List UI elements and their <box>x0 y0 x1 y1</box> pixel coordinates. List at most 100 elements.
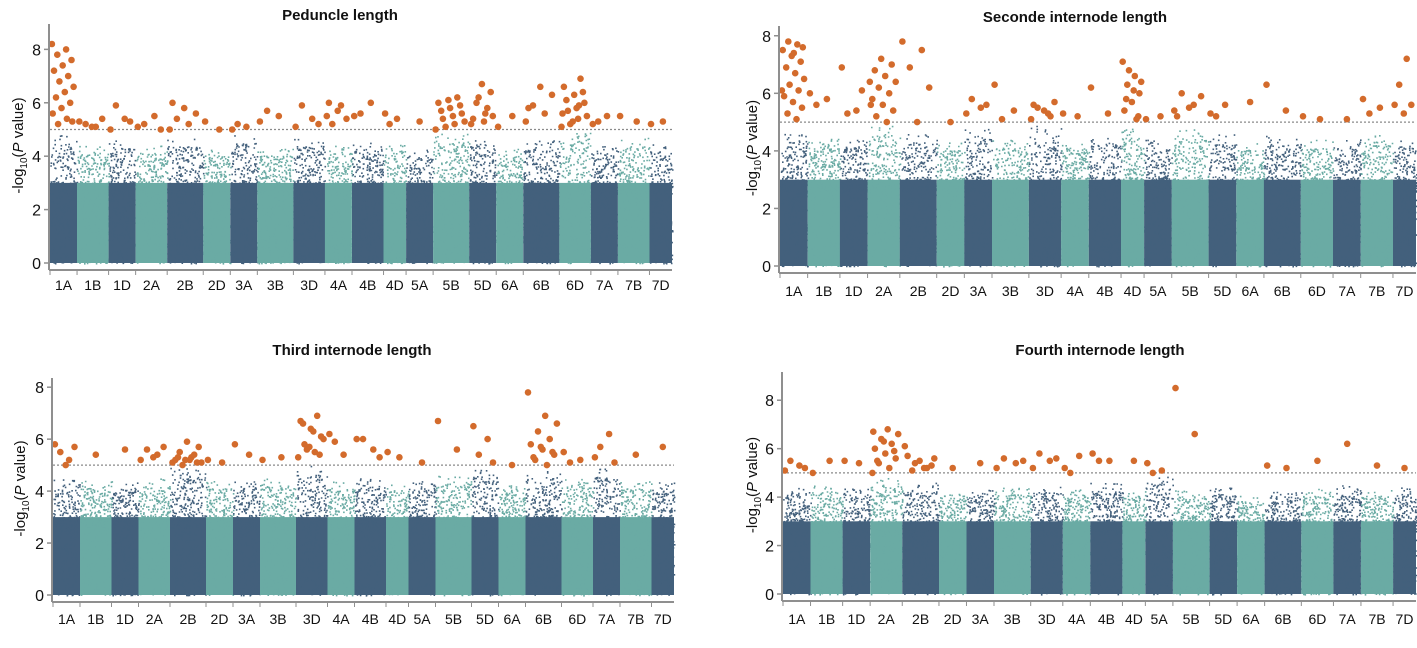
significant-snp-2A <box>881 72 889 80</box>
panel-third-internode: Third internode length 0 2 4 6 8 1A 1B 1D 2A 2B 2D 3… <box>0 330 700 643</box>
significant-snp-2B <box>899 38 906 45</box>
x-tick-label: 5B <box>1183 611 1200 627</box>
y-tick-label: 4 <box>32 149 41 166</box>
significant-snp-3B <box>275 112 283 120</box>
x-tick-label: 2A <box>146 611 164 627</box>
significant-snp-7B <box>1359 95 1367 103</box>
x-tick-label: 2B <box>910 283 927 299</box>
significant-snp-4A <box>337 102 345 109</box>
significant-snp-5D <box>1207 110 1214 117</box>
significant-snp-5A <box>1142 115 1150 123</box>
x-tick-label: 1D <box>847 611 865 627</box>
x-tick-label: 5D <box>1214 611 1232 627</box>
chromosome-snps-1A <box>53 479 82 597</box>
chromosome-snps-2A <box>870 478 904 596</box>
significant-snp-5B <box>453 446 461 453</box>
significant-snp-1A <box>789 98 797 106</box>
chromosome-snps-1D <box>111 482 141 597</box>
significant-snp-4D <box>396 454 403 461</box>
significant-snp-2A <box>870 428 877 435</box>
significant-snp-1A <box>787 457 794 465</box>
significant-snp-1D <box>858 87 866 94</box>
significant-snp-1B <box>813 101 820 109</box>
significant-snp-5A <box>1149 469 1157 477</box>
chromosome-snps-4B <box>1090 482 1124 596</box>
significant-snp-1A <box>800 75 808 83</box>
significant-snp-1A <box>68 56 75 64</box>
x-tick-label: 6B <box>533 277 550 293</box>
significant-snp-3B <box>259 456 266 464</box>
significant-snp-1D <box>112 102 120 109</box>
chromosome-snps-4D <box>1122 491 1147 596</box>
y-tick-label: 0 <box>35 588 44 605</box>
significant-snp-2A <box>894 430 902 438</box>
significant-snp-2A <box>871 445 879 452</box>
significant-snp-1A <box>66 99 74 107</box>
manhattan-chart-peduncle: Peduncle length 0 2 4 6 8 1A 1B 1D 2A 2B 2D 3A 3B 3D 4A… <box>10 7 674 293</box>
significant-snp-1A <box>50 67 58 74</box>
chromosome-snps-2A <box>138 478 172 596</box>
x-tick-label: 6A <box>501 277 519 293</box>
significant-snp-6B <box>530 454 537 461</box>
significant-snp-4D <box>1135 113 1142 120</box>
x-tick-label: 3A <box>238 611 256 627</box>
significant-snp-3B <box>991 81 998 88</box>
x-tick-label: 2B <box>179 611 196 627</box>
significant-snp-7A <box>1343 115 1351 123</box>
significant-snp-7A <box>594 118 602 125</box>
significant-snp-1A <box>58 104 65 112</box>
significant-snp-3B <box>263 107 271 115</box>
significant-snp-6B <box>546 435 553 443</box>
y-tick-label: 8 <box>32 42 41 59</box>
significant-snp-2B <box>173 115 181 123</box>
significant-snp-3B <box>1012 459 1020 467</box>
significant-snp-5D <box>480 118 488 125</box>
significant-snp-5B <box>437 107 445 115</box>
x-tick-label: 7B <box>625 277 642 293</box>
chromosome-snps-4B <box>354 478 388 597</box>
chromosome-snps-1D <box>840 139 869 268</box>
chromosome-block-7D <box>1393 179 1416 266</box>
x-tick-label: 7D <box>1396 283 1414 299</box>
chromosome-snps-3A <box>233 481 262 597</box>
chromosome-snps-6A <box>1237 495 1267 596</box>
significant-snp-4A <box>331 438 339 445</box>
significant-snp-2B <box>923 464 931 472</box>
significant-snp-4D <box>1130 457 1138 465</box>
significant-snp-5B <box>434 417 442 425</box>
x-tick-label: 2A <box>875 283 893 299</box>
significant-snp-1A <box>52 94 60 101</box>
significant-snp-5D <box>1212 113 1220 120</box>
x-tick-label: 7A <box>1339 611 1357 627</box>
chromosome-snps-1B <box>80 480 114 596</box>
significant-snp-5D <box>1221 101 1229 109</box>
significant-snp-1A <box>780 92 788 100</box>
significant-snp-5D <box>484 104 491 112</box>
significant-snp-7D <box>659 443 667 451</box>
x-tick-label: 7B <box>627 611 644 627</box>
significant-snp-1A <box>51 441 59 448</box>
x-tick-label: 5D <box>1213 283 1231 299</box>
significant-snp-5A <box>1144 459 1151 467</box>
significant-snp-5B <box>435 99 442 107</box>
significant-snp-6B <box>537 443 545 451</box>
significant-snp-2B <box>911 459 919 467</box>
chromosome-snps-3A <box>230 135 259 265</box>
significant-snp-3B <box>993 464 1000 472</box>
chromosome-snps-5A <box>408 481 438 596</box>
chromosome-snps-6D <box>561 478 595 597</box>
significant-snp-5B <box>442 123 449 131</box>
chromosome-snps-6A <box>1236 143 1266 268</box>
x-tick-label: 5B <box>445 611 462 627</box>
significant-snp-3A <box>976 459 984 467</box>
chromosome-snps-3B <box>257 148 295 265</box>
significant-snp-5B <box>456 102 464 109</box>
significant-snp-2A <box>880 438 888 445</box>
significant-snp-5B <box>1191 430 1198 438</box>
significant-snp-7A <box>589 120 597 128</box>
chromosome-snps-3D <box>293 138 327 265</box>
x-tick-label: 6D <box>1308 283 1326 299</box>
significant-snp-4A <box>343 115 350 123</box>
x-tick-label: 3B <box>269 611 286 627</box>
significant-snp-2D <box>218 459 226 466</box>
